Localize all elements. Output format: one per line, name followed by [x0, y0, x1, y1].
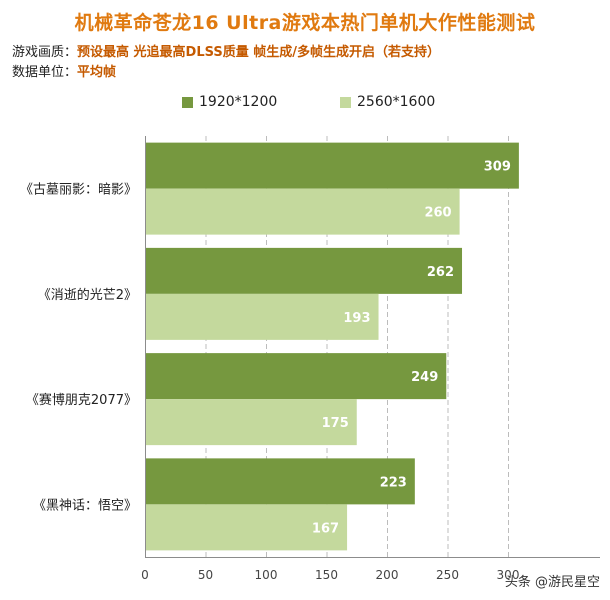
- x-tick-label: 50: [198, 568, 213, 582]
- x-tick-label: 150: [315, 568, 338, 582]
- unit-value: 平均帧: [77, 65, 117, 80]
- quality-line: 游戏画质：预设最高 光追最高DLSS质量 帧生成/多帧生成开启（若支持）: [12, 41, 440, 60]
- legend: 1920*1200 2560*1600: [0, 94, 610, 112]
- bar-series2: [145, 188, 460, 235]
- x-tick-label: 300: [497, 568, 520, 582]
- x-tick-label: 250: [436, 568, 459, 582]
- chart-title: 机械革命苍龙16 Ultra游戏本热门单机大作性能测试: [74, 12, 536, 34]
- data-label: 262: [427, 265, 454, 280]
- data-label: 249: [411, 370, 438, 385]
- watermark: 头条 @游民星空: [504, 575, 600, 590]
- bar-series2: [145, 504, 348, 551]
- unit-key: 数据单位：: [12, 65, 78, 80]
- bar-series2: [145, 399, 357, 446]
- bar-series1: [145, 458, 415, 505]
- legend-item-series1: 1920*1200: [182, 94, 277, 110]
- category-label: 《消逝的光芒2》: [38, 287, 137, 303]
- data-label: 193: [343, 311, 370, 326]
- data-label: 175: [322, 416, 349, 431]
- category-label: 《黑神话：悟空》: [33, 498, 137, 513]
- legend-item-series2: 2560*1600: [340, 94, 435, 110]
- x-tick-label: 100: [255, 568, 278, 582]
- bar-series1: [145, 142, 519, 189]
- x-tick-label: 200: [376, 568, 399, 582]
- category-label: 《古墓丽影：暗影》: [20, 183, 137, 198]
- data-label: 167: [312, 521, 339, 536]
- data-label: 309: [484, 160, 511, 175]
- data-label: 260: [424, 206, 451, 221]
- legend-swatch-series1: [182, 96, 193, 108]
- category-label: 《赛博朋克2077》: [26, 392, 137, 408]
- bar-series2: [145, 293, 379, 340]
- legend-swatch-series2: [340, 96, 351, 108]
- legend-label-series2: 2560*1600: [357, 94, 436, 110]
- unit-line: 数据单位：平均帧: [12, 61, 116, 80]
- x-tick-label: 0: [141, 568, 149, 582]
- data-label: 223: [380, 475, 407, 490]
- bar-series1: [145, 353, 447, 400]
- quality-value: 预设最高 光追最高DLSS质量 帧生成/多帧生成开启（若支持）: [77, 45, 441, 60]
- legend-label-series1: 1920*1200: [199, 94, 278, 110]
- bar-series1: [145, 247, 463, 294]
- quality-key: 游戏画质：: [12, 45, 78, 60]
